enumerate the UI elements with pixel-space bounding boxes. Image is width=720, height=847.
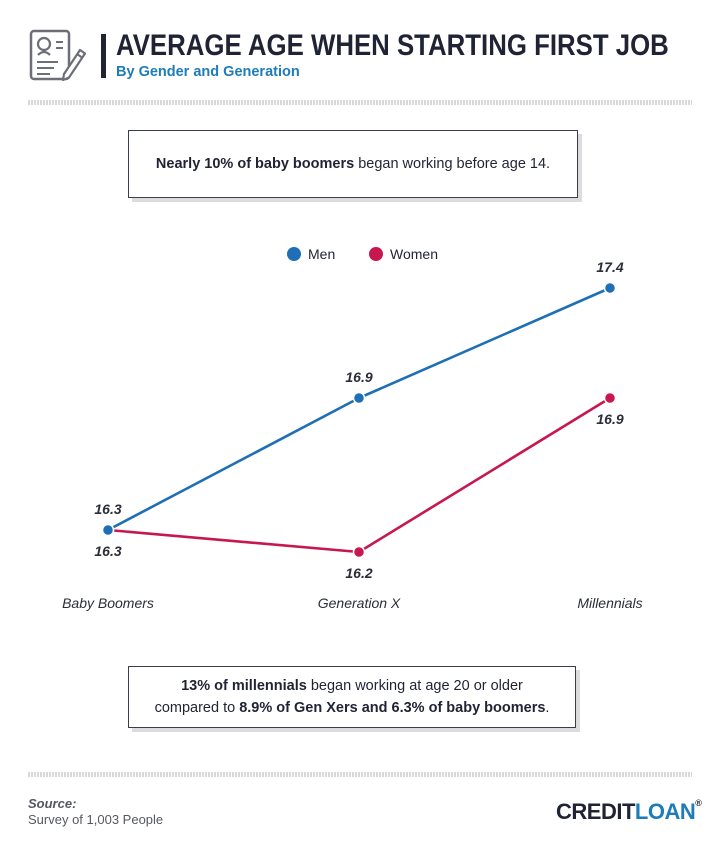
legend-dot-men <box>287 247 301 261</box>
x-tick-label-1: Generation X <box>318 595 401 611</box>
callout-bottom-line2: compared to 8.9% of Gen Xers and 6.3% of… <box>129 697 575 719</box>
data-point-men-1 <box>352 391 366 405</box>
page-subtitle: By Gender and Generation <box>116 64 300 80</box>
brand-registered-mark: ® <box>695 798 702 808</box>
line-chart: 16.3 16.9 17.4 16.3 16.2 16.9 Baby Boomers Gene… <box>62 259 643 611</box>
resume-document-pencil-icon <box>29 29 86 82</box>
data-label-women-2: 16.9 <box>596 411 623 427</box>
callout-bottom-line1: 13% of millennials began working at age … <box>129 675 575 697</box>
callout-bottom-text2: compared to <box>154 700 240 716</box>
series-line-men <box>107 286 611 532</box>
page-title: AVERAGE AGE WHEN STARTING FIRST JOB <box>116 29 669 62</box>
data-point-women-2 <box>603 391 617 405</box>
callout-bottom-text3: . <box>545 700 550 716</box>
legend-item-women: Women <box>369 246 438 262</box>
source-label: Source: <box>28 796 77 811</box>
data-label-men-0: 16.3 <box>94 501 121 517</box>
callout-top-text: began working before age 14. <box>354 156 551 172</box>
callout-top-bold: Nearly 10% of baby boomers <box>155 156 355 172</box>
data-label-women-0: 16.3 <box>94 543 121 559</box>
header: AVERAGE AGE WHEN STARTING FIRST JOB By G… <box>28 26 692 90</box>
brand-credit: CREDIT <box>556 799 635 824</box>
x-tick-label-0: Baby Boomers <box>62 595 154 611</box>
data-label-men-1: 16.9 <box>345 369 372 385</box>
callout-top: Nearly 10% of baby boomers began working… <box>128 130 578 198</box>
data-point-women-1 <box>352 545 366 559</box>
x-tick-label-2: Millennials <box>577 595 642 611</box>
header-accent-bar <box>101 34 106 78</box>
callout-bottom-text1: began working at age 20 or older <box>306 678 523 694</box>
data-point-men-2 <box>603 281 617 295</box>
legend-label-men: Men <box>308 246 336 262</box>
callout-bottom: 13% of millennials began working at age … <box>128 666 576 728</box>
brand-logo: CREDITLOAN® <box>556 798 702 825</box>
source-text: Survey of 1,003 People <box>28 812 164 827</box>
legend-label-women: Women <box>390 246 438 262</box>
data-label-men-2: 17.4 <box>596 259 623 275</box>
legend-item-men: Men <box>287 246 335 262</box>
callout-bottom-bold1: 13% of millennials <box>181 678 307 694</box>
data-point-men-0 <box>101 523 115 537</box>
top-divider <box>28 100 692 105</box>
brand-loan: LOAN <box>634 799 696 824</box>
series-line-women <box>107 396 611 554</box>
legend-dot-women <box>369 247 383 261</box>
bottom-divider <box>28 772 692 777</box>
data-label-women-1: 16.2 <box>345 565 372 581</box>
callout-bottom-bold2: 8.9% of Gen Xers and 6.3% of baby boomer… <box>239 700 546 716</box>
